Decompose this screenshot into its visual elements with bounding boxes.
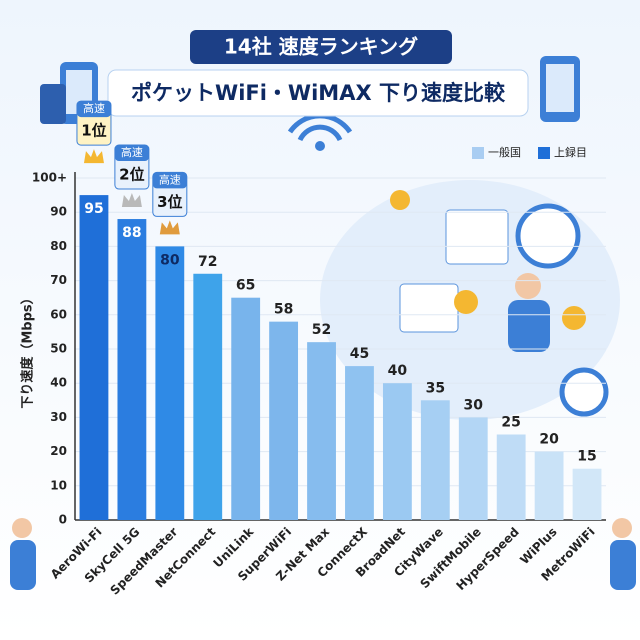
value-label: 52 [312, 322, 331, 338]
value-label: 40 [388, 363, 408, 379]
bar [496, 434, 526, 520]
y-tick-label: 30 [50, 410, 67, 424]
value-label: 72 [198, 254, 217, 270]
decor-person-body [10, 540, 36, 590]
legend-swatch [538, 147, 550, 159]
bar [382, 383, 412, 520]
bar [534, 451, 564, 520]
y-tick-label: 0 [59, 513, 67, 527]
decor-person-head [612, 518, 632, 538]
decor-wifi-dot [315, 141, 325, 151]
legend-label: 一般国 [488, 146, 521, 159]
value-label: 80 [160, 252, 180, 268]
decor-person-head [515, 273, 541, 299]
y-tick-label: 60 [50, 307, 67, 321]
value-label: 35 [426, 380, 445, 396]
value-label: 58 [274, 302, 293, 318]
decor-window [399, 283, 459, 333]
rank-badge-label: 高速 [121, 145, 143, 159]
value-label: 25 [501, 415, 520, 431]
rank-badge-rank: 1位 [81, 122, 106, 140]
rank-badge-head [114, 145, 149, 162]
decor-person-head [12, 518, 32, 538]
bar [572, 468, 602, 520]
decor-phone-screen [546, 64, 574, 112]
crown-icon [121, 193, 142, 208]
y-tick-label: 20 [50, 444, 67, 458]
decor-person-body [508, 300, 550, 352]
decor-gauge [515, 203, 581, 269]
decor-router [40, 84, 66, 124]
value-label: 95 [84, 201, 103, 217]
crown-icon [159, 220, 180, 235]
value-label: 45 [350, 346, 369, 362]
rank-badge-rank: 2位 [119, 166, 144, 184]
decor-person-body [610, 540, 636, 590]
legend-swatch [472, 147, 484, 159]
value-label: 20 [539, 432, 559, 448]
rank-badge-head [152, 172, 187, 189]
y-tick-label: 90 [50, 205, 67, 219]
rank-badge-rank: 3位 [157, 193, 182, 211]
bar [458, 417, 488, 520]
decor-gauge [559, 367, 609, 417]
bar [155, 246, 185, 520]
title-box [190, 30, 452, 64]
bar [307, 342, 336, 520]
chart-title: 14社 速度ランキング [224, 35, 418, 59]
value-label: 15 [577, 449, 596, 465]
y-tick-label: 10 [50, 478, 67, 492]
y-tick-label: 100+ [32, 171, 67, 185]
y-tick-label: 40 [50, 376, 67, 390]
rank-badge-head [76, 101, 111, 118]
decor-coin [390, 190, 410, 210]
crown-icon [83, 149, 104, 164]
bar [420, 400, 450, 520]
rank-badge-label: 高速 [83, 101, 105, 115]
y-tick-label: 70 [50, 273, 67, 287]
value-label: 88 [122, 225, 141, 241]
y-axis-label: 下り速度（Mbps） [20, 291, 36, 408]
subtitle-box [107, 69, 529, 117]
decor-window [445, 209, 509, 265]
bar [193, 273, 223, 520]
value-label: 30 [464, 397, 484, 413]
bar [345, 366, 374, 520]
chart-subtitle: ポケットWiFi・WiMAX 下り速度比較 [131, 81, 506, 105]
decor-coin [562, 306, 586, 330]
bar [117, 219, 147, 521]
rank-badge-label: 高速 [159, 172, 181, 186]
bar [79, 195, 109, 520]
decor-coin [454, 290, 478, 314]
bar [269, 321, 299, 520]
y-tick-label: 80 [50, 239, 67, 253]
y-tick-label: 50 [50, 342, 67, 356]
bar [231, 297, 261, 520]
legend-label: 上録目 [554, 145, 587, 159]
value-label: 65 [236, 278, 255, 294]
